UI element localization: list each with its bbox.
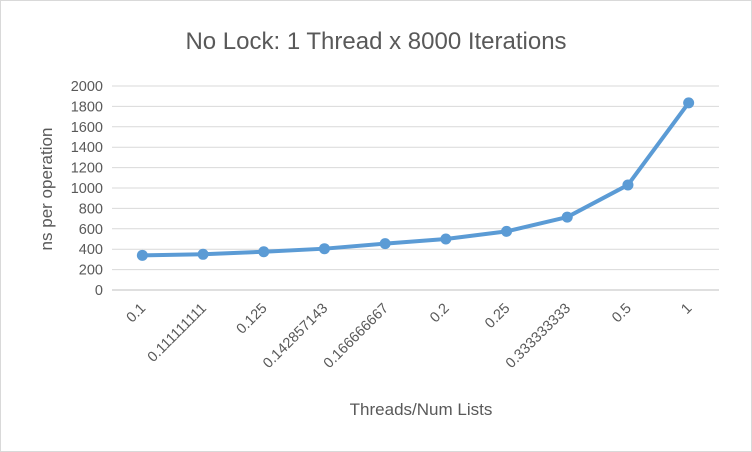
- data-point: [197, 248, 209, 260]
- y-tick-label: 600: [79, 222, 103, 238]
- data-point: [440, 233, 452, 245]
- data-point: [136, 249, 148, 261]
- gridlines: [112, 85, 719, 291]
- y-tick-label: 400: [79, 242, 103, 258]
- y-tick-label: 1400: [71, 140, 103, 156]
- chart-title: No Lock: 1 Thread x 8000 Iterations: [185, 28, 566, 55]
- x-tick-label: 0.125: [234, 301, 271, 338]
- y-tick-label: 200: [79, 263, 103, 279]
- y-tick-label: 0: [95, 283, 103, 299]
- y-tick-label: 1200: [71, 161, 103, 177]
- y-axis-ticks: 0 200 400 600 800 1000 1200 1400 1600 1800 2000: [71, 79, 103, 299]
- data-point: [683, 97, 695, 109]
- series-line: [140, 100, 691, 258]
- data-point: [561, 211, 573, 223]
- x-axis-title: Threads/Num Lists: [350, 400, 493, 419]
- x-tick-label: 0.333333333: [503, 301, 574, 372]
- data-point: [501, 225, 513, 237]
- y-tick-label: 800: [79, 201, 103, 217]
- x-tick-label: 0.111111111: [145, 301, 210, 366]
- data-point: [379, 238, 391, 250]
- series-layer: [136, 97, 695, 261]
- x-tick-label: 0.1: [124, 301, 150, 327]
- x-tick-label: 0.166666667: [321, 301, 392, 372]
- y-tick-label: 1000: [71, 181, 103, 197]
- x-tick-label: 0.5: [609, 301, 635, 327]
- x-tick-label: 0.2: [427, 301, 453, 327]
- x-tick-label: 1: [678, 301, 695, 318]
- y-tick-label: 1600: [71, 120, 103, 136]
- y-tick-label: 2000: [71, 79, 103, 95]
- data-point: [258, 246, 270, 258]
- x-axis-ticks: 0.10.111111111 0.1250.1428571430.16666666…: [124, 301, 696, 372]
- data-point: [622, 179, 634, 191]
- y-axis-title: ns per operation: [37, 128, 56, 251]
- data-point: [318, 243, 330, 255]
- x-tick-label: 0.25: [482, 301, 513, 332]
- y-tick-label: 1800: [71, 99, 103, 115]
